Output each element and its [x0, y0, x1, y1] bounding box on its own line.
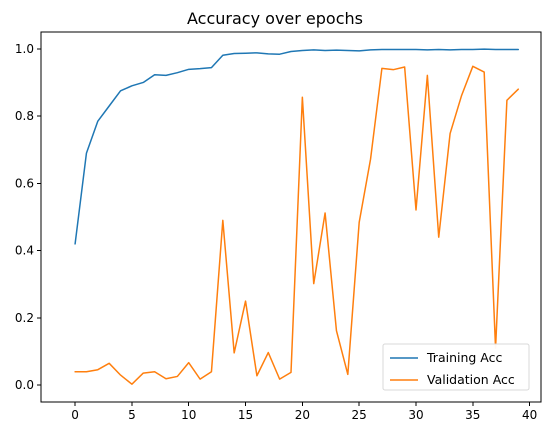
x-tick-label: 10 [181, 408, 196, 422]
y-tick-label: 0.6 [15, 176, 34, 190]
x-tick-label: 30 [408, 408, 423, 422]
validation-acc-line [74, 65, 520, 385]
y-tick-label: 0.8 [15, 109, 34, 123]
y-tick-label: 0.4 [15, 244, 34, 258]
legend-label-validation-acc: Validation Acc [427, 372, 515, 387]
chart-title: Accuracy over epochs [187, 9, 363, 28]
x-tick-label: 40 [522, 408, 537, 422]
plot-area: 0 5 10 15 20 25 30 35 40 0.0 0.2 0.4 0.6 0.8 1.0 [15, 31, 542, 422]
x-tick-label: 25 [352, 408, 367, 422]
x-tick-label: 20 [295, 408, 310, 422]
y-tick-label: 0.2 [15, 311, 34, 325]
plot-frame [40, 31, 542, 403]
y-tick-label: 0.0 [15, 378, 34, 392]
x-tick-label: 5 [128, 408, 136, 422]
training-acc-line [74, 48, 520, 245]
x-tick-label: 35 [465, 408, 480, 422]
legend-box [382, 343, 530, 391]
x-tick-label: 15 [238, 408, 253, 422]
legend-label-training-acc: Training Acc [426, 350, 502, 365]
legend: Training Acc Validation Acc [382, 343, 530, 391]
y-tick-label: 1.0 [15, 42, 34, 56]
x-tick-label: 0 [71, 408, 79, 422]
